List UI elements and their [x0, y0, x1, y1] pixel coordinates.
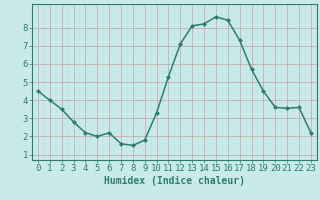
X-axis label: Humidex (Indice chaleur): Humidex (Indice chaleur): [104, 176, 245, 186]
